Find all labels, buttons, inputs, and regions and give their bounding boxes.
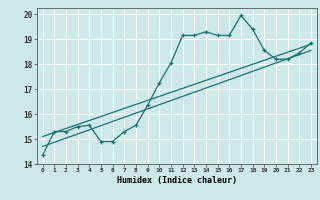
- X-axis label: Humidex (Indice chaleur): Humidex (Indice chaleur): [117, 176, 237, 185]
